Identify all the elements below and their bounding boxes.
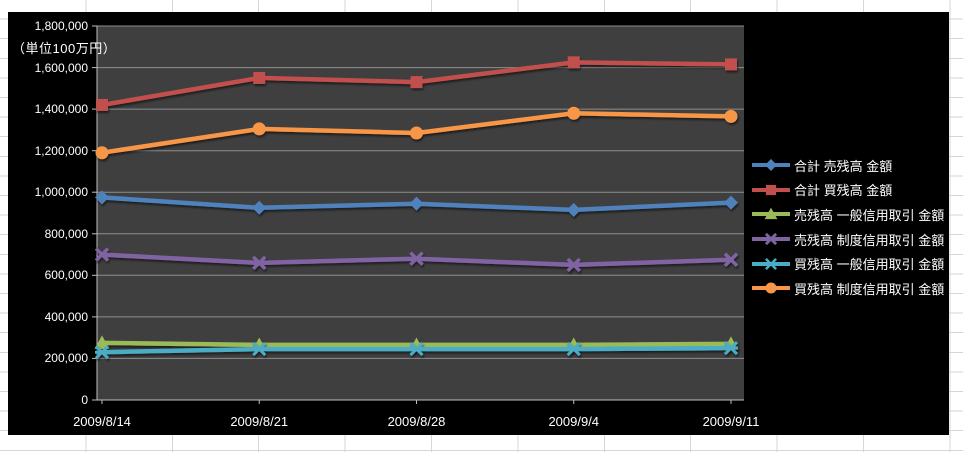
y-tick-label: 400,000: [44, 309, 88, 324]
legend-marker-icon: [752, 184, 790, 195]
chart-plot-svg[interactable]: [8, 12, 949, 435]
x-axis[interactable]: 2009/8/14 2009/8/21 2009/8/28 2009/9/4 2009/…: [8, 414, 949, 434]
axis-unit-label[interactable]: （単位100万円）: [12, 41, 117, 56]
y-tick-label: 600,000: [44, 268, 88, 283]
x-tick-label: 2009/8/28: [387, 414, 446, 429]
y-tick-label: 800,000: [44, 226, 88, 241]
y-tick-label: 1,600,000: [34, 60, 88, 75]
legend-label: 買残高 制度信用取引 金額: [794, 281, 945, 297]
chart-legend[interactable]: 合計 売残高 金額 合計 買残高 金額売残高 一般信用取引 金額 売残高 制度信用取…: [752, 153, 948, 301]
legend-marker-icon: [752, 282, 790, 294]
y-tick-label: 1,400,000: [34, 102, 88, 117]
y-tick-label: 1,800,000: [34, 19, 88, 33]
series-5[interactable]: [95, 106, 738, 160]
y-tick-label: 1,000,000: [34, 185, 88, 200]
series-0[interactable]: [95, 190, 738, 217]
y-tick-label: 0: [81, 393, 88, 407]
x-tick-label: 2009/8/21: [230, 414, 289, 429]
series-4[interactable]: [94, 340, 739, 360]
legend-label: 合計 買残高 金額: [794, 183, 893, 199]
legend-item[interactable]: 買残高 制度信用取引 金額: [752, 276, 948, 301]
legend-item[interactable]: 売残高 制度信用取引 金額: [752, 227, 948, 252]
x-tick-label: 2009/8/14: [73, 414, 131, 429]
legend-item[interactable]: 合計 売残高 金額: [752, 153, 948, 178]
x-tick-label: 2009/9/4: [548, 414, 600, 429]
legend-item[interactable]: 合計 買残高 金額: [752, 178, 948, 203]
legend-marker-icon: [752, 208, 790, 220]
y-tick-label: 200,000: [44, 351, 88, 366]
y-tick-label: 1,200,000: [34, 143, 88, 158]
chart-object[interactable]: （単位100万円） 0 200,000 400,000 600,000 800,000 1…: [8, 12, 949, 435]
legend-marker-icon: [752, 257, 790, 270]
legend-marker-icon: [752, 232, 790, 246]
series-1[interactable]: [96, 56, 737, 111]
legend-label: 売残高 一般信用取引 金額: [794, 207, 945, 223]
legend-marker-icon: [752, 159, 790, 172]
legend-label: 合計 売残高 金額: [794, 158, 893, 174]
y-axis[interactable]: 0 200,000 400,000 600,000 800,000 1,000,000 1,…: [14, 12, 88, 435]
legend-item[interactable]: 売残高 一般信用取引 金額: [752, 202, 948, 227]
series-3[interactable]: [94, 247, 739, 273]
legend-item[interactable]: 買残高 一般信用取引 金額: [752, 251, 948, 276]
legend-label: 売残高 制度信用取引 金額: [794, 232, 945, 248]
x-tick-label: 2009/9/11: [702, 414, 760, 429]
legend-label: 買残高 一般信用取引 金額: [794, 257, 945, 273]
